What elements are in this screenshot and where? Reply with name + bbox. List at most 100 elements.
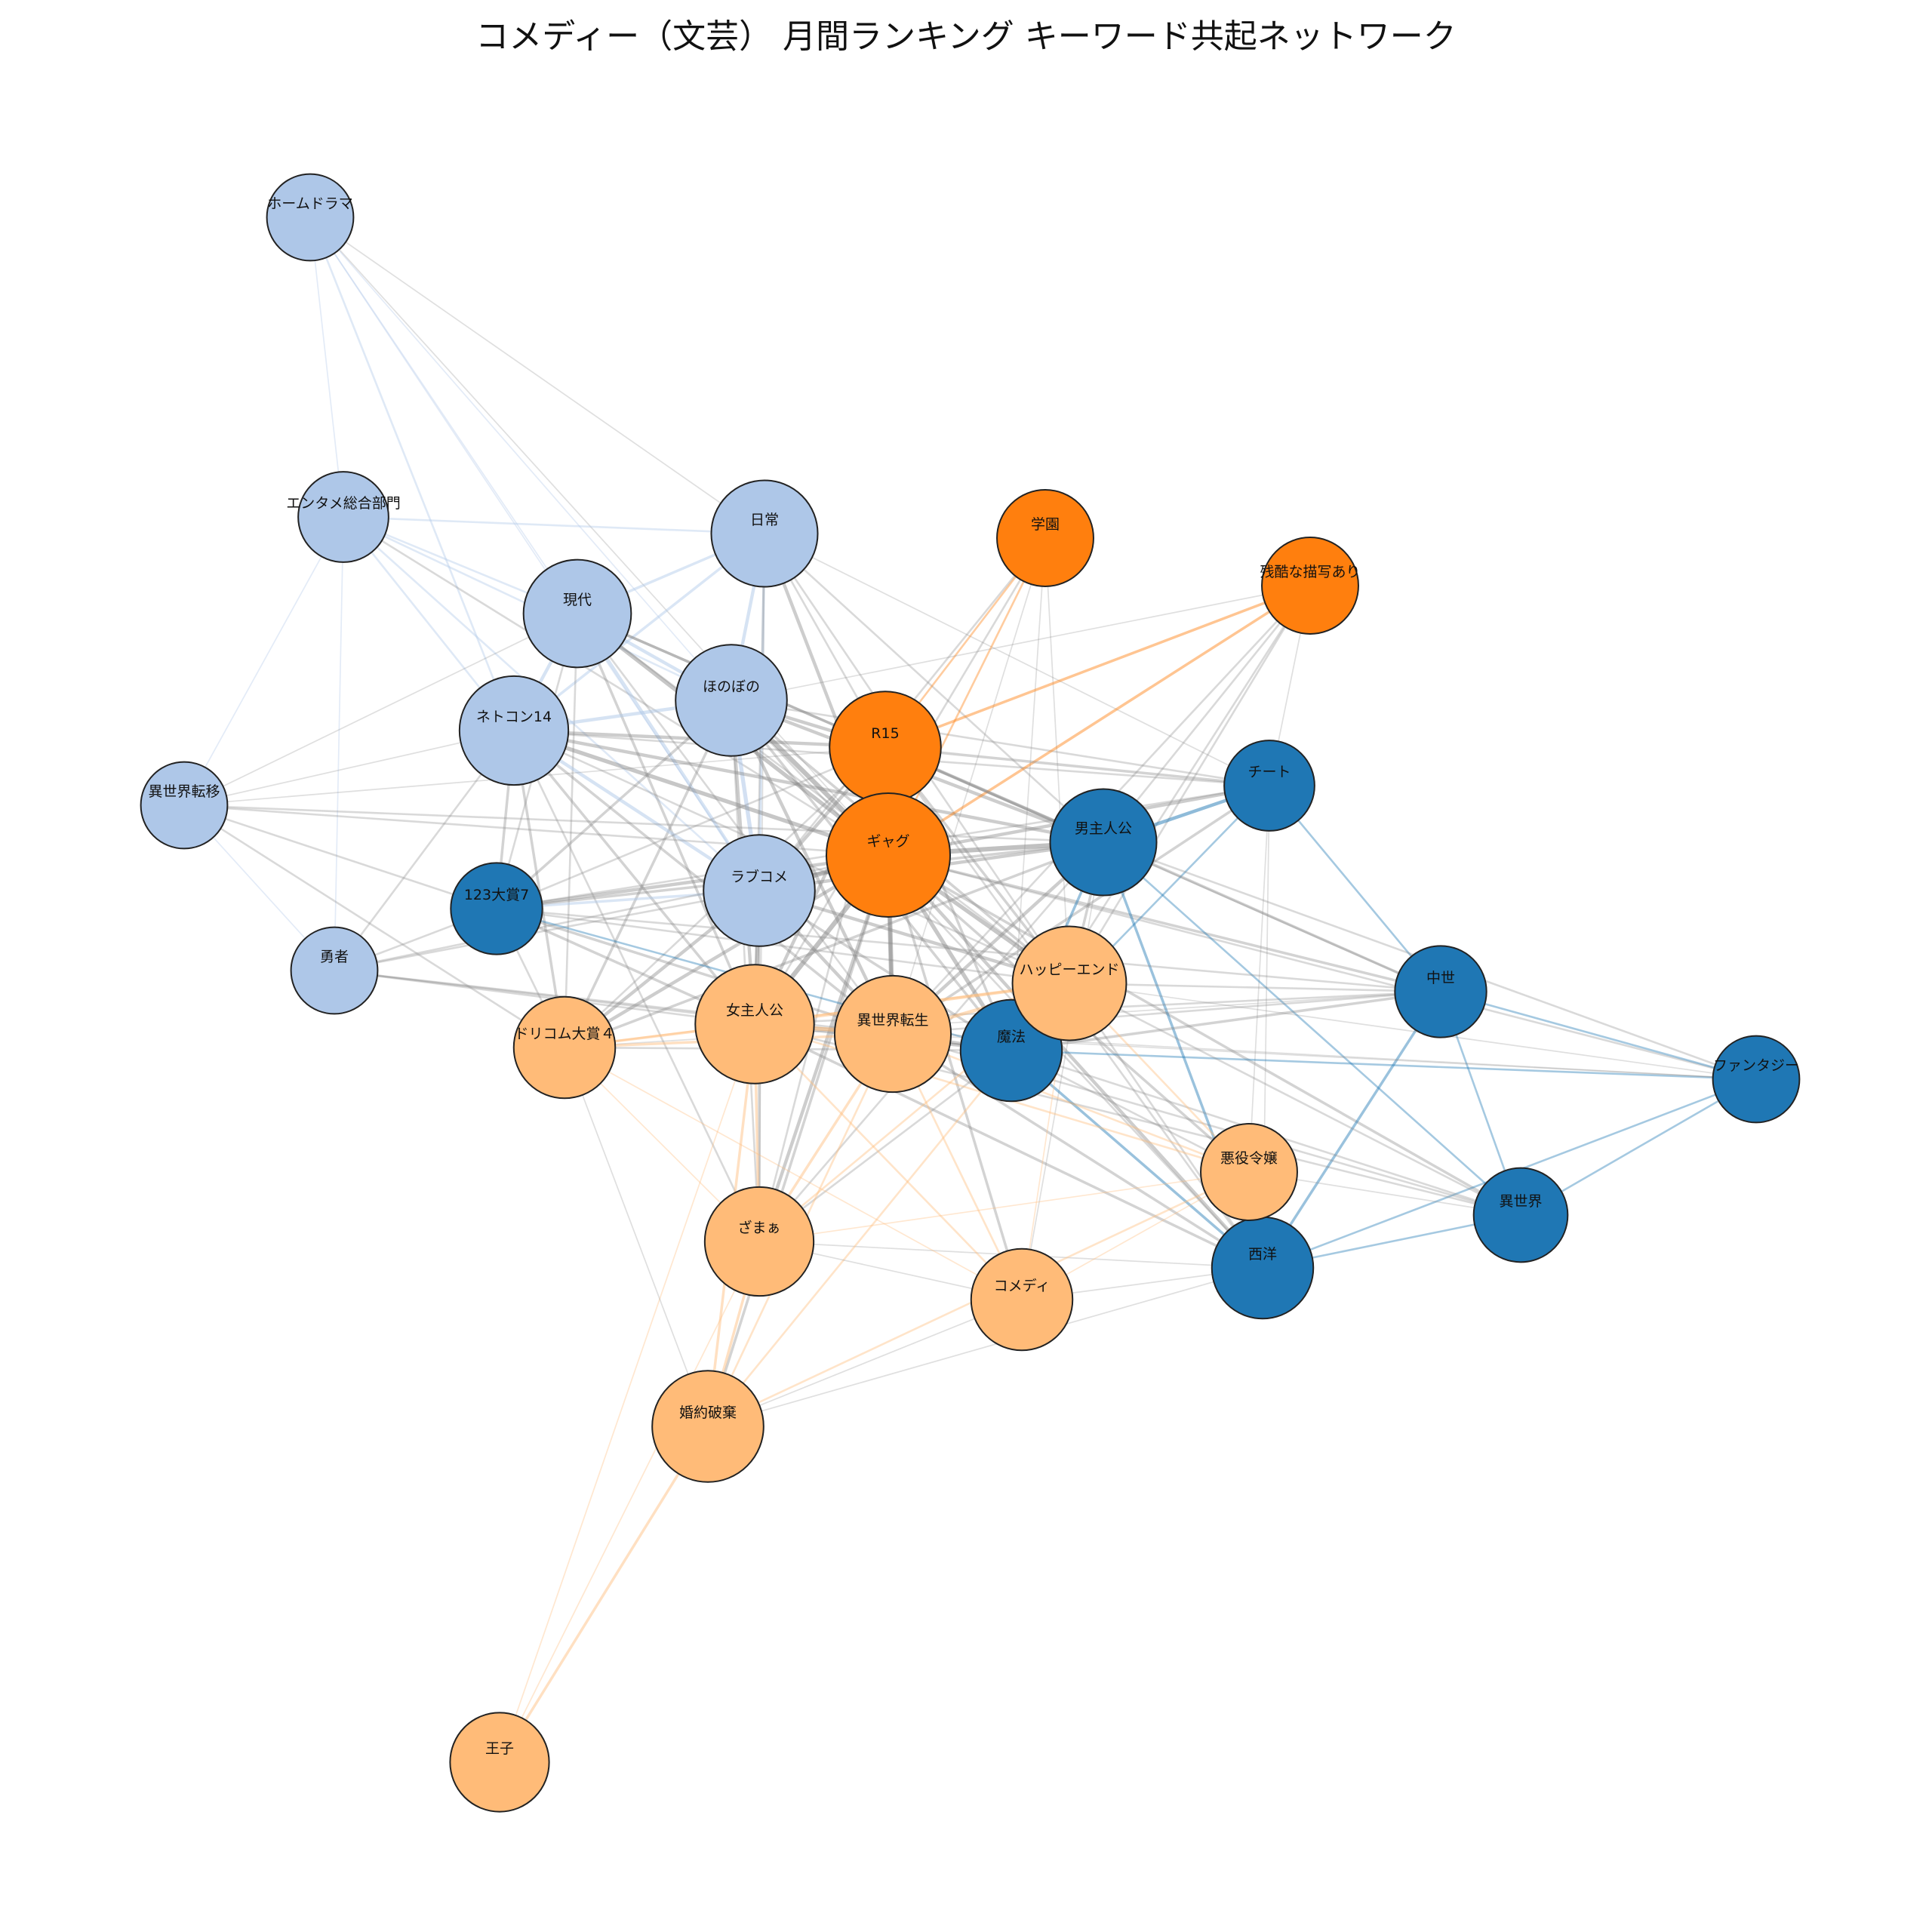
edge-node-6-node-14 <box>183 804 1105 844</box>
network-node: 異世界転移 <box>140 761 229 850</box>
edge-node-25-node-26 <box>758 1171 1250 1242</box>
node-label: 勇者 <box>320 949 349 965</box>
edge-node-3-node-23 <box>576 612 894 1035</box>
node-label: 学園 <box>1031 516 1060 533</box>
edge-node-9-node-21 <box>1044 537 1070 984</box>
edge-node-0-node-2 <box>309 217 765 534</box>
network-node: ざまぁ <box>703 1186 815 1297</box>
edge-node-1-node-6 <box>183 516 344 806</box>
edge-node-1-node-2 <box>342 515 766 535</box>
edge-node-18-node-21 <box>1068 982 1522 1217</box>
edge-node-23-node-25 <box>891 1032 1251 1174</box>
node-label: コメディ <box>994 1278 1051 1294</box>
edge-node-22-node-29 <box>499 1023 755 1763</box>
edge-node-14-node-27 <box>1021 841 1104 1300</box>
node-circle <box>970 1247 1074 1352</box>
edge-node-5-node-14 <box>512 728 1106 844</box>
node-circle <box>512 995 617 1100</box>
node-label: 現代 <box>563 592 592 608</box>
edge-node-5-node-12 <box>512 728 891 857</box>
edge-node-16-node-19 <box>1261 990 1442 1269</box>
edge-node-9-node-23 <box>892 537 1046 1035</box>
network-node: 異世界転生 <box>833 974 952 1094</box>
node-circle <box>675 644 788 757</box>
edge-node-16-node-17 <box>1439 990 1758 1081</box>
edge-node-16-node-20 <box>1010 990 1442 1052</box>
edge-node-8-node-22 <box>333 969 756 1026</box>
network-node: コメディ <box>970 1247 1074 1352</box>
network-node: ホームドラマ <box>266 173 355 262</box>
edge-node-4-node-23 <box>729 698 895 1036</box>
network-node: チート <box>1223 740 1315 832</box>
node-circle <box>703 1186 815 1297</box>
edge-node-12-node-17 <box>887 854 1758 1081</box>
edge-node-14-node-24 <box>563 841 1105 1049</box>
edge-node-1-node-8 <box>334 516 344 971</box>
node-circle <box>140 761 229 850</box>
network-node: ネトコン14 <box>458 675 570 786</box>
edge-node-13-node-25 <box>1248 785 1270 1173</box>
network-node: 残酷な描写あり <box>1260 537 1361 635</box>
edge-node-5-node-6 <box>183 730 515 806</box>
node-label: 王子 <box>485 1740 514 1757</box>
edge-node-3-node-22 <box>576 612 756 1026</box>
network-node: 現代 <box>522 558 632 669</box>
node-label: 123大賞7 <box>464 887 529 903</box>
edge-node-12-node-18 <box>887 854 1522 1217</box>
node-circle <box>826 792 951 918</box>
edge-node-13-node-23 <box>891 784 1271 1035</box>
node-label: ドリコム大賞４ <box>514 1026 614 1042</box>
edge-node-3-node-24 <box>563 612 579 1049</box>
edge-node-19-node-20 <box>1010 1049 1264 1269</box>
edge-node-12-node-24 <box>562 853 891 1050</box>
edge-node-0-node-4 <box>309 217 732 701</box>
edge-node-6-node-3 <box>183 613 578 806</box>
node-circle <box>297 471 389 563</box>
edge-node-12-node-28 <box>706 854 890 1428</box>
node-label: ファンタジー <box>1713 1057 1799 1074</box>
node-circle <box>703 834 816 947</box>
edge-node-14-node-18 <box>1102 841 1522 1217</box>
edge-node-10-node-21 <box>1068 584 1312 985</box>
edge-node-21-node-24 <box>563 982 1071 1049</box>
node-label: 残酷な描写あり <box>1260 564 1360 580</box>
node-label: ざまぁ <box>737 1219 780 1236</box>
edge-node-10-node-14 <box>1102 584 1312 844</box>
node-circle <box>1472 1167 1569 1263</box>
edge-node-0-node-3 <box>309 217 578 614</box>
edge-node-0-node-1 <box>309 217 344 518</box>
edge-node-10-node-4 <box>731 585 1311 701</box>
network-node: R15 <box>829 691 942 804</box>
node-label: エンタメ総合部門 <box>286 495 400 512</box>
node-label: 異世界 <box>1499 1193 1542 1210</box>
node-circle <box>449 1712 550 1813</box>
node-circle <box>710 479 819 588</box>
network-node: 日常 <box>710 479 819 588</box>
node-circle <box>996 489 1094 587</box>
edge-node-26-node-29 <box>499 1241 760 1763</box>
node-label: R15 <box>871 725 899 742</box>
edge-node-24-node-28 <box>564 1047 709 1427</box>
edge-node-5-node-26 <box>512 729 761 1243</box>
node-circle <box>522 558 632 669</box>
node-label: 日常 <box>750 512 779 528</box>
edge-node-5-node-23 <box>512 729 894 1035</box>
network-node: 男主人公 <box>1049 788 1158 897</box>
edge-node-3-node-21 <box>576 612 1071 985</box>
network-node: 123大賞7 <box>450 862 543 955</box>
network-node: 婚約破棄 <box>651 1370 764 1483</box>
node-label: 男主人公 <box>1075 820 1132 837</box>
network-node: ファンタジー <box>1712 1035 1801 1124</box>
network-node: ギャグ <box>826 792 951 918</box>
edge-node-19-node-22 <box>753 1023 1264 1269</box>
node-label: ラブコメ <box>731 868 788 885</box>
edge-node-10-node-12 <box>887 584 1312 857</box>
edge-node-0-node-5 <box>309 216 515 732</box>
node-circle <box>1049 788 1158 897</box>
edge-node-17-node-20 <box>1010 1049 1758 1081</box>
network-node: 勇者 <box>290 926 379 1015</box>
network-node: 学園 <box>996 489 1094 587</box>
edge-node-28-node-29 <box>498 1425 709 1764</box>
